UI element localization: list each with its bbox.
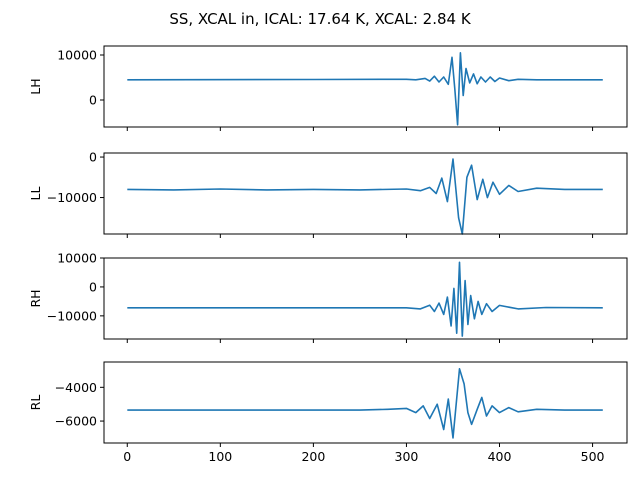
x-tick-label: 500 — [581, 449, 605, 464]
panel-rl: −6000 −4000 0 100 200 300 400 500 RL — [28, 361, 628, 464]
y-tick-label: 10000 — [57, 251, 97, 266]
x-tick-label: 200 — [301, 449, 325, 464]
series-line-rh — [127, 261, 603, 337]
subplot-stack: 0 10000 LH −10000 0 LL −10000 0 10000 RH −6000 −400… — [28, 45, 628, 464]
y-tick-label: −6000 — [55, 414, 97, 429]
y-tick-label: 10000 — [57, 48, 97, 63]
y-tick-label: 0 — [89, 93, 97, 108]
x-tick-label: 0 — [123, 449, 131, 464]
axes-frame — [103, 45, 628, 128]
panel-lh: 0 10000 LH — [28, 45, 628, 131]
panel-ll: −10000 0 LL — [28, 150, 628, 238]
series-line-lh — [127, 52, 603, 126]
series-line-rl — [127, 368, 603, 439]
y-axis-label: RL — [28, 395, 43, 411]
x-tick-label: 100 — [208, 449, 232, 464]
y-axis-label: LL — [28, 187, 43, 201]
y-axis-label: LH — [28, 78, 43, 94]
y-axis-label: RH — [28, 289, 43, 307]
y-tick-label: −10000 — [47, 190, 97, 205]
x-tick-label: 300 — [395, 449, 419, 464]
y-tick-label: −10000 — [47, 308, 97, 323]
panel-rh: −10000 0 10000 RH — [28, 251, 628, 343]
y-tick-label: 0 — [89, 279, 97, 294]
axes-frame — [103, 257, 628, 340]
series-line-ll — [127, 158, 603, 235]
y-tick-label: 0 — [89, 150, 97, 165]
axes-frame — [103, 152, 628, 235]
chart-title: SS, XCAL in, ICAL: 17.64 K, XCAL: 2.84 K — [169, 10, 472, 28]
x-tick-label: 400 — [488, 449, 512, 464]
y-tick-label: −4000 — [55, 380, 97, 395]
axes-frame — [103, 361, 628, 444]
